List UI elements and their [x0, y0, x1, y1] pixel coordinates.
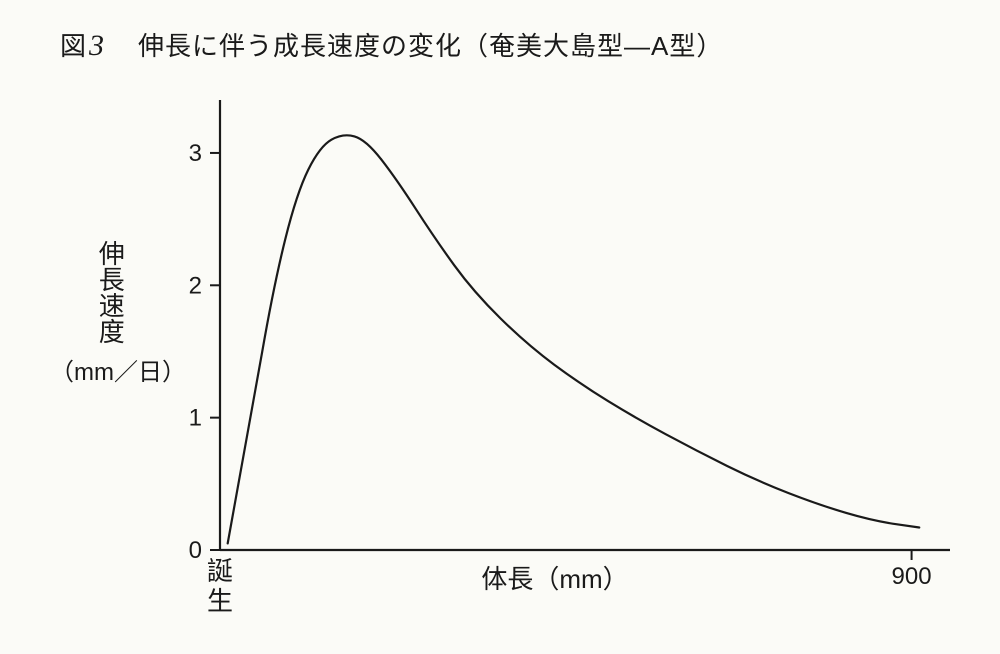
y-axis-label-vertical: 伸長速度 [92, 240, 128, 344]
figure-number: 3 [89, 29, 105, 62]
x-tick-label: 900 [892, 563, 932, 590]
chart-area: 伸長速度 （mm／日） 0 1 2 3 900 誕生 体長（mm） [40, 90, 960, 630]
figure-prefix: 図 [60, 31, 87, 61]
x-axis-label: 体長（mm） [481, 564, 628, 594]
y-tick-label: 2 [189, 272, 202, 299]
figure-caption: 図3 伸長に伴う成長速度の変化（奄美大島型―A型） [60, 26, 723, 63]
x-origin-label: 生 [207, 586, 233, 616]
line-chart: 0 1 2 3 900 誕生 体長（mm） [170, 90, 960, 630]
y-tick-label: 1 [189, 405, 202, 432]
y-axis-label-unit: （mm／日） [50, 358, 170, 388]
series-line [228, 135, 920, 543]
y-axis-label: 伸長速度 （mm／日） [50, 240, 170, 388]
x-origin-label: 誕 [207, 556, 233, 586]
figure-title-text: 伸長に伴う成長速度の変化（奄美大島型―A型） [138, 31, 723, 61]
y-tick-label: 3 [189, 140, 202, 167]
y-tick-label: 0 [189, 537, 202, 564]
